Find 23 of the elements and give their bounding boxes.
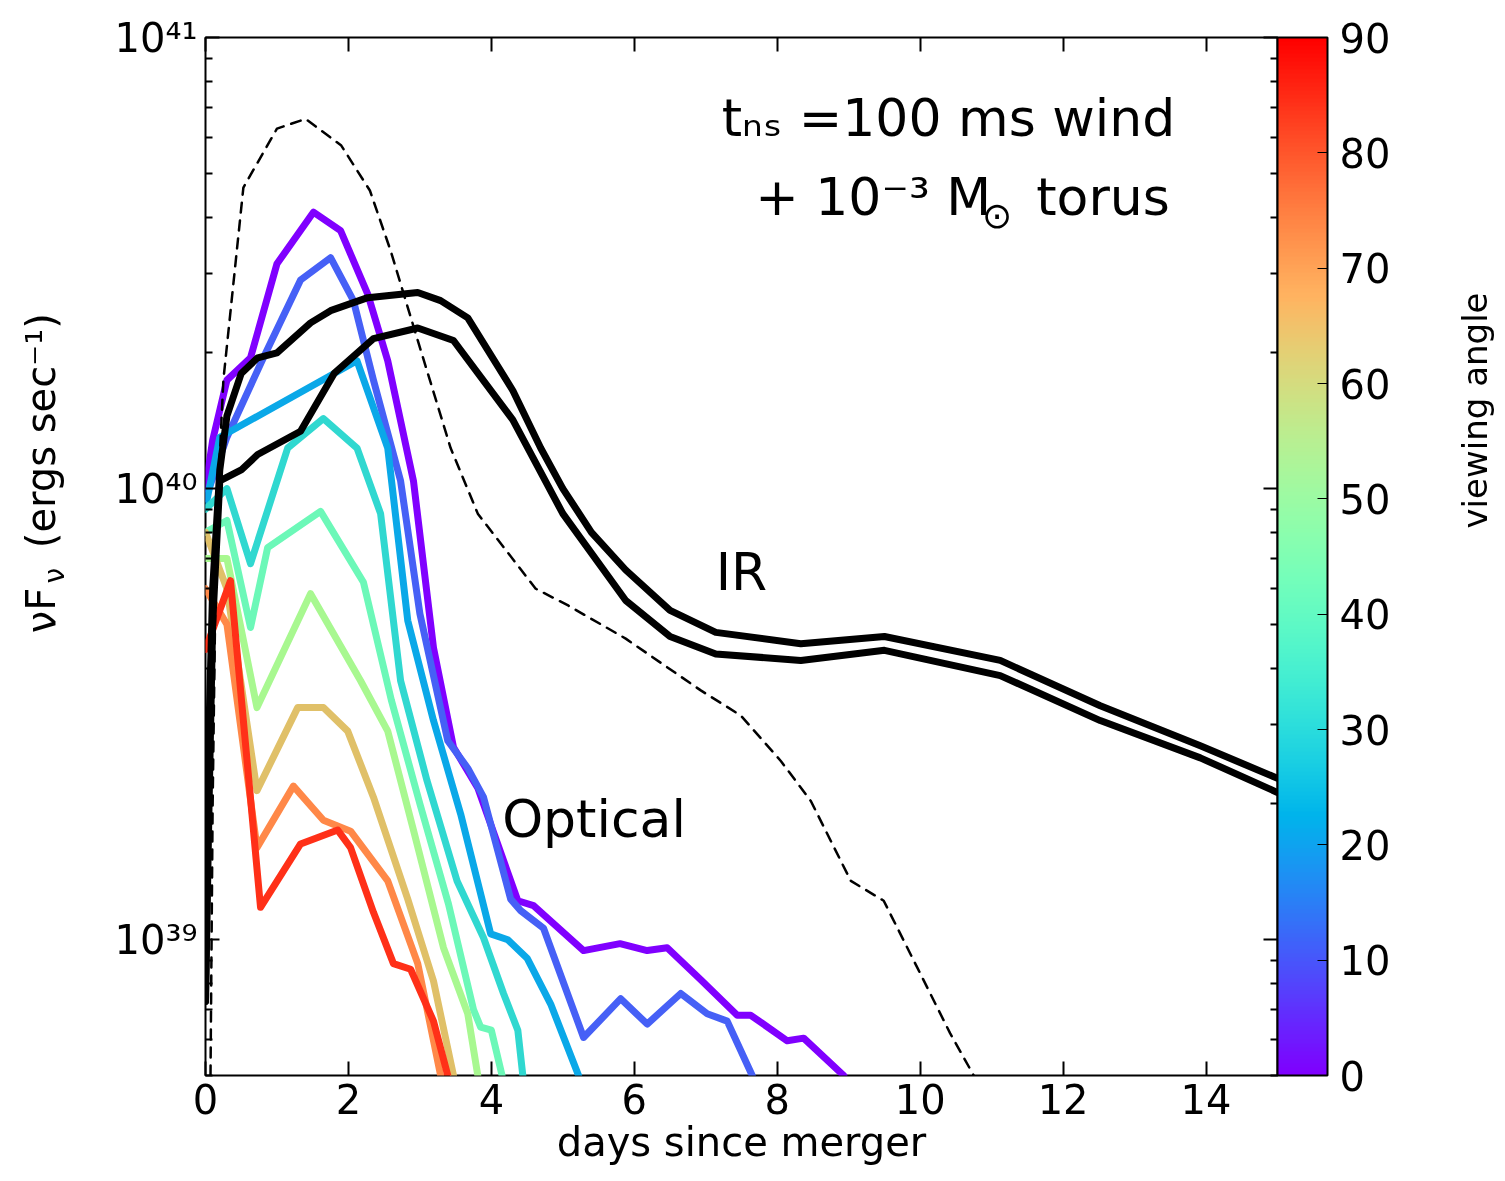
annotation: IR (715, 542, 768, 603)
y-tick-label: 10⁴⁰ (114, 465, 198, 512)
annotation: Optical (502, 789, 686, 850)
color-bar-title: viewing angle (1455, 292, 1495, 529)
x-tick-label: 4 (478, 1076, 505, 1123)
color-bar-label: 10 (1339, 938, 1391, 985)
color-bar-label: 40 (1339, 592, 1391, 639)
x-tick-label: 12 (1037, 1076, 1089, 1123)
annotation: tₙₛ =100 ms wind (721, 88, 1176, 149)
y-tick-label: 10³⁹ (114, 916, 198, 963)
y-tick-label: 10⁴¹ (114, 14, 198, 61)
color-bar-label: 30 (1339, 707, 1391, 754)
color-bar-label: 90 (1339, 15, 1391, 62)
x-tick-label: 14 (1180, 1076, 1232, 1123)
annotation: + 10⁻³ M⊙ torus (755, 167, 1170, 237)
y-axis-title: νFν (ergs sec⁻¹) (17, 313, 71, 634)
x-tick-label: 2 (335, 1076, 362, 1123)
x-tick-label: 0 (192, 1076, 219, 1123)
color-bar-label: 60 (1339, 361, 1391, 408)
color-bar-label: 50 (1339, 476, 1391, 523)
color-bar-label: 80 (1339, 130, 1391, 177)
color-bar-label: 70 (1339, 246, 1391, 293)
color-bar-label: 20 (1339, 822, 1391, 869)
